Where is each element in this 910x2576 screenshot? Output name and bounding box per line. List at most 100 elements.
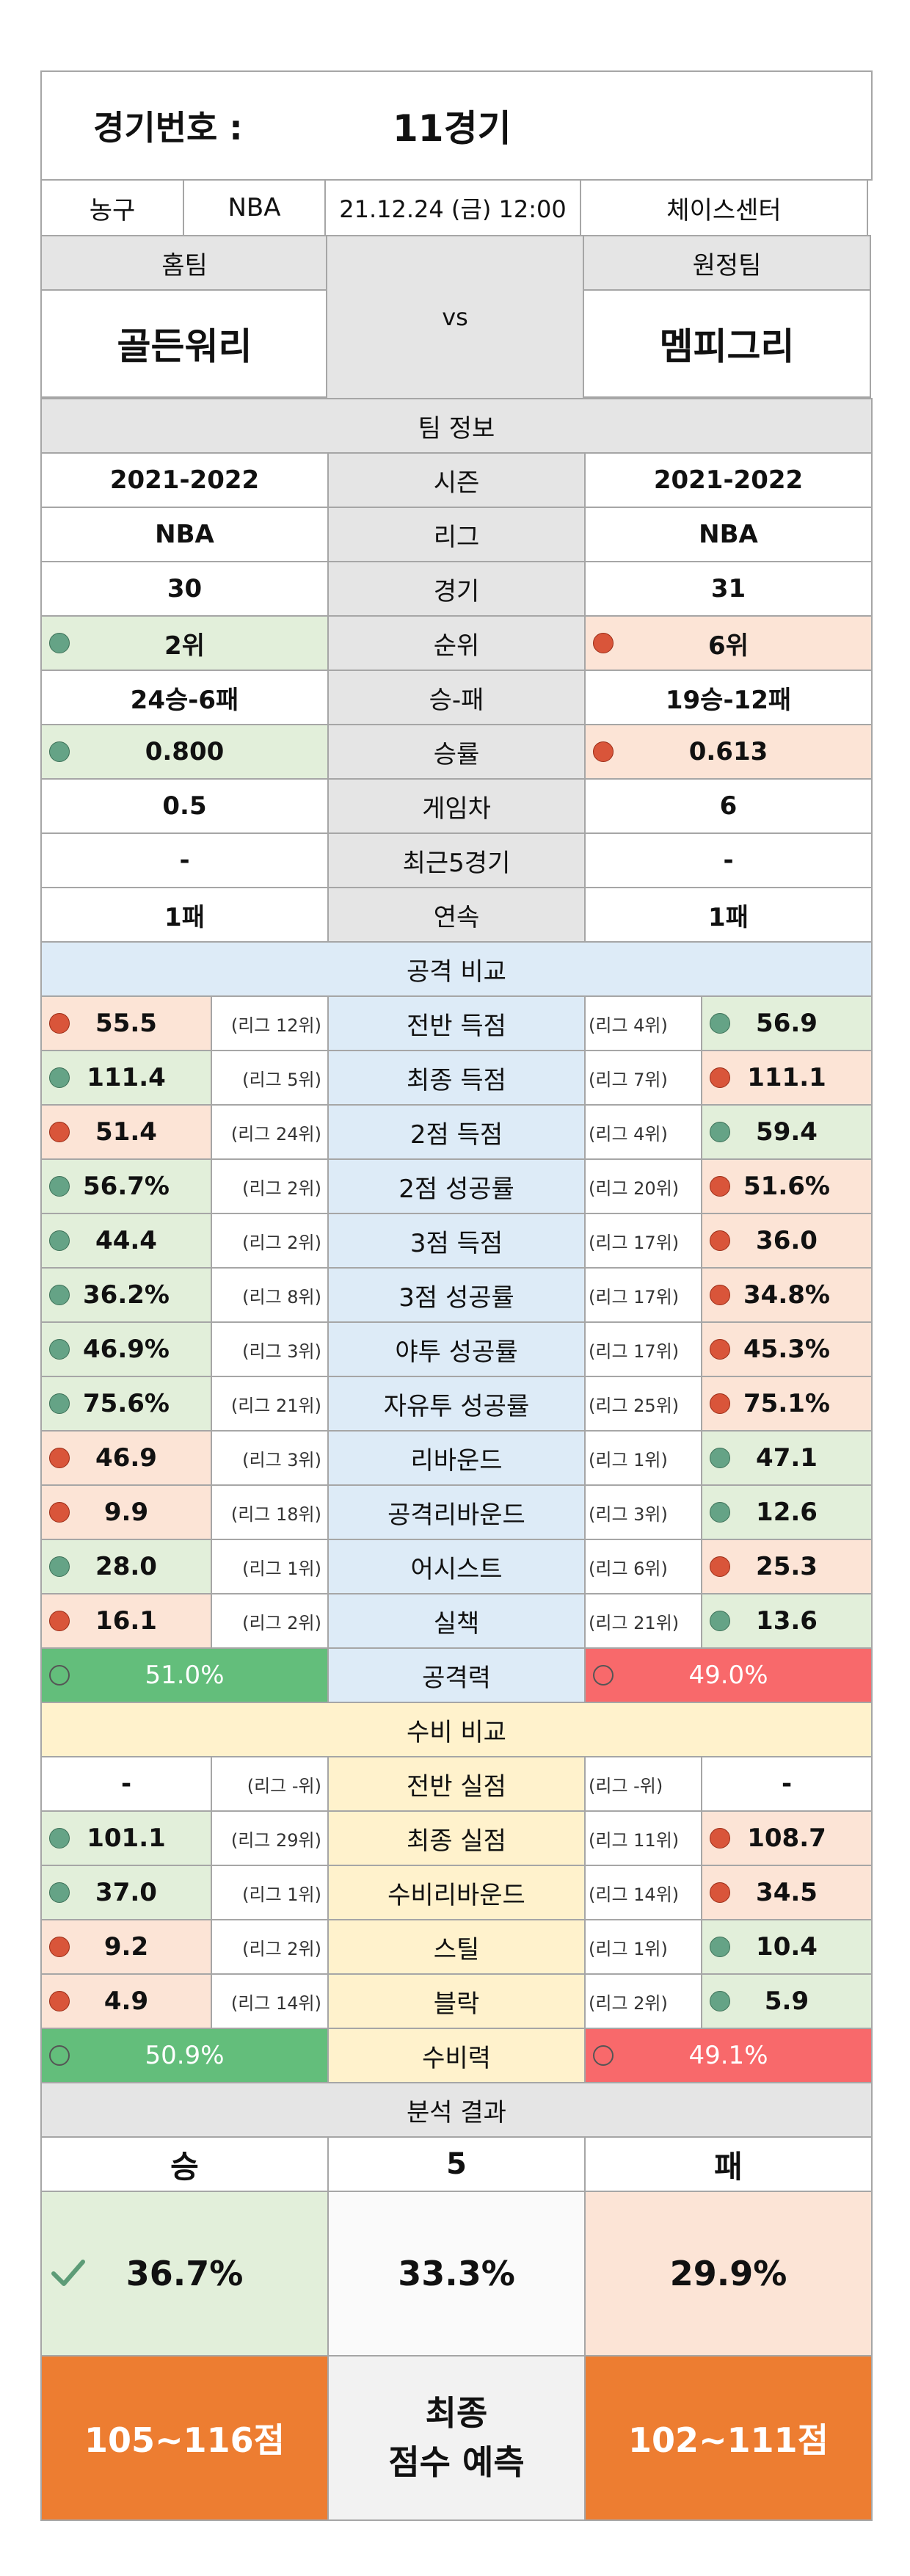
home-value-cell: 111.4 [40, 1050, 212, 1106]
attack-power-label: 공격력 [327, 1647, 586, 1703]
home-rank: (리그 3위) [211, 1430, 329, 1486]
red-dot-icon [710, 1285, 730, 1305]
away-rank: (리그 4위) [584, 995, 702, 1051]
home-6: 0.5 [40, 778, 329, 834]
away-rank: (리그 11위) [584, 1810, 702, 1866]
away-value: 31 [710, 574, 746, 603]
team-info-row: 30 경기 31 [40, 561, 873, 617]
team-info-row: 1패 연속 1패 [40, 887, 873, 943]
draw-pct: 33.3% [327, 2191, 586, 2357]
green-dot-icon [710, 1611, 730, 1631]
away-value: 25.3 [756, 1552, 818, 1581]
team-info-row: - 최근5경기 - [40, 832, 873, 888]
attack-row: 56.7% (리그 2위) 2점 성공률 (리그 20위) 51.6% [40, 1158, 873, 1214]
stat-label: 수비리바운드 [327, 1865, 586, 1920]
home-value-cell: 46.9 [40, 1430, 212, 1486]
check-icon [49, 2253, 87, 2299]
stat-label: 최근5경기 [327, 832, 586, 888]
home-3: 2위 [40, 615, 329, 671]
away-rank: (리그 1위) [584, 1430, 702, 1486]
stat-label: 승-패 [327, 670, 586, 725]
red-dot-icon [710, 1882, 730, 1903]
team-info-row: 0.800 승률 0.613 [40, 724, 873, 780]
home-value: - [120, 1769, 132, 1799]
away-value: 108.7 [747, 1824, 826, 1853]
away-1: NBA [584, 507, 873, 562]
home-rank: (리그 8위) [211, 1267, 329, 1323]
red-dot-icon [710, 1393, 730, 1414]
circle-icon [593, 1665, 614, 1686]
defense-row: - (리그 -위) 전반 실점 (리그 -위) - [40, 1756, 873, 1812]
home-value: 9.9 [103, 1498, 149, 1527]
red-dot-icon [49, 1448, 70, 1468]
win-pct-cell: 36.7% [40, 2191, 329, 2357]
stat-label: 실책 [327, 1593, 586, 1649]
home-value: 24승-6패 [130, 685, 239, 715]
away-value: 10.4 [756, 1932, 818, 1962]
red-dot-icon [593, 741, 614, 762]
away-rank: (리그 4위) [584, 1104, 702, 1160]
lose-label: 패 [584, 2136, 873, 2192]
home-value-cell: 28.0 [40, 1539, 212, 1594]
circle-icon [593, 2045, 614, 2066]
away-rank: (리그 17위) [584, 1213, 702, 1269]
result-header-row: 승 5 패 [40, 2136, 873, 2192]
away-rank: (리그 2위) [584, 1973, 702, 2029]
away-value: - [723, 846, 734, 875]
green-dot-icon [710, 1448, 730, 1468]
away-7: - [584, 832, 873, 888]
red-dot-icon [710, 1230, 730, 1251]
home-value-cell: 51.4 [40, 1104, 212, 1160]
defense-table: - (리그 -위) 전반 실점 (리그 -위) -101.1 (리그 29위) 최종 실점(… [40, 1756, 873, 2029]
away-value: 5.9 [764, 1987, 809, 2016]
away-value-cell: 10.4 [701, 1919, 873, 1975]
home-value: 56.7% [83, 1172, 170, 1201]
away-value: 34.8% [743, 1280, 830, 1310]
stat-label: 2점 득점 [327, 1104, 586, 1160]
home-2: 30 [40, 561, 329, 617]
home-value-cell: 9.9 [40, 1484, 212, 1540]
away-value: 56.9 [756, 1009, 818, 1038]
home-label: 홈팀 [40, 235, 329, 291]
home-value: 111.4 [87, 1063, 166, 1092]
red-dot-icon [710, 1067, 730, 1088]
green-dot-icon [49, 1339, 70, 1360]
home-value-cell: 16.1 [40, 1593, 212, 1649]
home-value: 46.9% [83, 1335, 170, 1364]
green-dot-icon [49, 1285, 70, 1305]
away-value: 45.3% [743, 1335, 830, 1364]
stat-label: 3점 성공률 [327, 1267, 586, 1323]
home-0: 2021-2022 [40, 452, 329, 508]
home-value: 1패 [164, 902, 205, 932]
away-value-cell: 56.9 [701, 995, 873, 1051]
stat-label: 순위 [327, 615, 586, 671]
away-6: 6 [584, 778, 873, 834]
draw-label: 5 [327, 2136, 586, 2192]
home-value: 28.0 [95, 1552, 157, 1581]
home-value: 44.4 [95, 1226, 157, 1255]
home-value: - [179, 846, 190, 875]
vs-label: vs [326, 235, 584, 399]
away-team: 멤피그리 [583, 289, 871, 398]
away-rank: (리그 7위) [584, 1050, 702, 1106]
red-dot-icon [710, 1176, 730, 1197]
win-label: 승 [40, 2136, 329, 2192]
home-value-cell: 44.4 [40, 1213, 212, 1269]
green-dot-icon [49, 1882, 70, 1903]
lose-pct: 29.9% [584, 2191, 873, 2357]
home-value: 36.2% [83, 1280, 170, 1310]
green-dot-icon [49, 633, 70, 653]
home-value-cell: 75.6% [40, 1376, 212, 1432]
attack-row: 46.9 (리그 3위) 리바운드 (리그 1위) 47.1 [40, 1430, 873, 1486]
stat-label: 최종 득점 [327, 1050, 586, 1106]
away-value: 13.6 [756, 1606, 818, 1636]
home-value: 16.1 [95, 1606, 157, 1636]
score-row: 105~116점 최종 점수 예측 102~111점 [40, 2355, 873, 2521]
stat-label: 시즌 [327, 452, 586, 508]
result-pct-row: 36.7% 33.3% 29.9% [40, 2191, 873, 2357]
venue: 체이스센터 [580, 179, 868, 236]
teams-block: 홈팀 골든워리 vs 원정팀 멤피그리 [40, 235, 871, 399]
red-dot-icon [710, 1339, 730, 1360]
home-value: 101.1 [87, 1824, 166, 1853]
analysis-title: 분석 결과 [40, 2082, 873, 2138]
